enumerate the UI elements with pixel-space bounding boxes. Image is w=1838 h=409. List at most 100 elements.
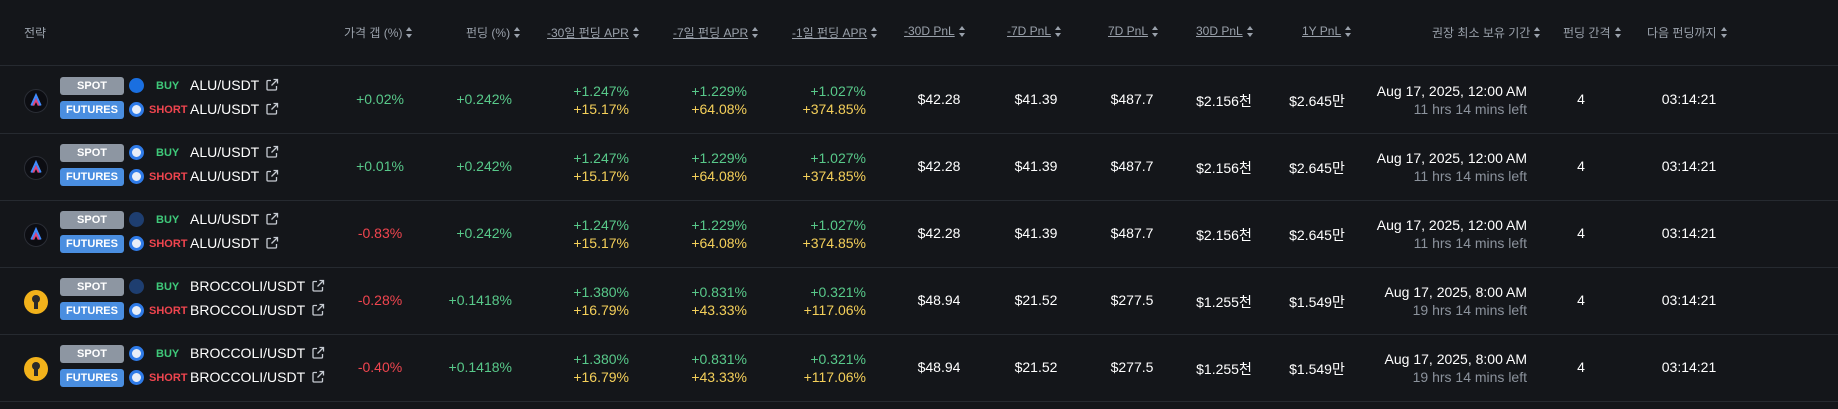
apr-1d-secondary: +117.06%	[803, 369, 866, 385]
futures-pair[interactable]: BROCCOLI/USDT	[190, 369, 325, 385]
apr-30d-value: +1.247% +15.17%	[573, 149, 629, 185]
apr-1d-value: +1.027% +374.85%	[803, 149, 866, 185]
hold-date: Aug 17, 2025, 8:00 AM	[1384, 351, 1527, 367]
table-row[interactable]: SPOT FUTURES BUY SHORT ALU/USDT ALU/USDT…	[0, 67, 1838, 134]
pnl-7d-past-value: $41.39	[1014, 225, 1058, 241]
buy-label: BUY	[156, 214, 180, 226]
sort-icon	[1246, 25, 1254, 37]
futures-badge: FUTURES	[60, 235, 124, 253]
hold-remaining: 11 hrs 14 mins left	[1413, 168, 1527, 184]
apr-1d-value: +0.321% +117.06%	[804, 283, 866, 319]
external-link-icon[interactable]	[265, 102, 279, 116]
apr-7d-secondary: +64.08%	[691, 235, 747, 251]
apr-1d-value: +0.321% +117.06%	[804, 350, 866, 386]
header-pnl-30d-past[interactable]: -30D PnL	[904, 24, 966, 38]
apr-7d-value: +0.831% +43.33%	[691, 283, 747, 319]
table-row[interactable]: SPOT FUTURES BUY SHORT ALU/USDT ALU/USDT…	[0, 134, 1838, 201]
table-row[interactable]: SPOT FUTURES BUY SHORT ALU/USDT ALU/USDT…	[0, 201, 1838, 268]
header-apr-30d[interactable]: -30일 펀딩 APR	[547, 24, 640, 41]
spot-pair[interactable]: BROCCOLI/USDT	[190, 278, 325, 294]
header-strategy: 전략	[24, 26, 47, 40]
funding-value: +0.242%	[456, 225, 512, 241]
external-link-icon[interactable]	[311, 346, 325, 360]
spot-pair[interactable]: ALU/USDT	[190, 77, 279, 93]
header-apr-1d[interactable]: -1일 펀딩 APR	[792, 24, 878, 41]
header-min-hold[interactable]: 권장 최소 보유 기간	[1432, 24, 1541, 41]
pnl-30d-value: $2.156천	[1196, 227, 1252, 243]
pnl-30d-past-value: $42.28	[917, 91, 961, 107]
spot-badge: SPOT	[60, 345, 124, 363]
external-link-icon[interactable]	[311, 370, 325, 384]
header-apr-7d[interactable]: -7일 펀딩 APR	[673, 24, 759, 41]
short-label: SHORT	[149, 305, 188, 317]
external-link-icon[interactable]	[311, 303, 325, 317]
futures-badge: FUTURES	[60, 302, 124, 320]
pnl-7d-past-value: $21.52	[1014, 292, 1058, 308]
apr-7d-value: +1.229% +64.08%	[691, 82, 747, 118]
header-pnl-7d[interactable]: 7D PnL	[1108, 24, 1159, 38]
next-funding-value: 03:14:21	[1661, 292, 1717, 308]
header-interval[interactable]: 펀딩 간격	[1563, 24, 1622, 41]
apr-7d-secondary: +43.33%	[691, 302, 747, 318]
spot-pair[interactable]: BROCCOLI/USDT	[190, 345, 325, 361]
futures-pair[interactable]: ALU/USDT	[190, 101, 279, 117]
apr-30d-primary: +1.247%	[573, 83, 629, 99]
pnl-30d-past-value: $42.28	[917, 225, 961, 241]
pnl-30d-value: $2.156천	[1196, 93, 1252, 109]
spot-pair[interactable]: ALU/USDT	[190, 144, 279, 160]
sort-icon	[871, 27, 878, 38]
price-gap-value: +0.01%	[356, 158, 404, 174]
external-link-icon[interactable]	[311, 279, 325, 293]
interval-value: 4	[1577, 359, 1585, 375]
apr-7d-primary: +1.229%	[691, 83, 747, 99]
pnl-1y-value: $1.549만	[1289, 361, 1345, 377]
interval-value: 4	[1577, 158, 1585, 174]
pnl-30d-past-value: $42.28	[917, 158, 961, 174]
broccoli-logo-icon	[24, 357, 48, 381]
table-row[interactable]: SPOT FUTURES BUY SHORT BROCCOLI/USDT BRO…	[0, 335, 1838, 402]
funding-value: +0.1418%	[448, 359, 512, 375]
apr-30d-secondary: +16.79%	[573, 369, 629, 385]
spot-pair[interactable]: ALU/USDT	[190, 211, 279, 227]
external-link-icon[interactable]	[265, 145, 279, 159]
apr-1d-primary: +1.027%	[810, 217, 866, 233]
header-price-gap[interactable]: 가격 갭 (%)	[344, 24, 413, 41]
hold-date: Aug 17, 2025, 12:00 AM	[1376, 150, 1527, 166]
pnl-30d-past-value: $48.94	[917, 292, 961, 308]
futures-pair[interactable]: ALU/USDT	[190, 168, 279, 184]
min-hold-value: Aug 17, 2025, 12:00 AM 11 hrs 14 mins lef…	[1377, 216, 1527, 252]
futures-pair[interactable]: ALU/USDT	[190, 235, 279, 251]
apr-7d-value: +1.229% +64.08%	[691, 216, 747, 252]
futures-pair[interactable]: BROCCOLI/USDT	[190, 302, 325, 318]
pnl-1y-value: $1.549만	[1289, 294, 1345, 310]
apr-1d-secondary: +117.06%	[803, 302, 866, 318]
flame-exchange-icon	[129, 78, 144, 93]
broccoli-logo-icon	[24, 290, 48, 314]
apr-7d-value: +0.831% +43.33%	[691, 350, 747, 386]
buy-label: BUY	[156, 348, 180, 360]
table-row[interactable]: SPOT FUTURES BUY SHORT BROCCOLI/USDT BRO…	[0, 268, 1838, 335]
header-pnl-1y[interactable]: 1Y PnL	[1302, 24, 1352, 38]
pnl-30d-value: $1.255천	[1196, 294, 1252, 310]
apr-7d-secondary: +64.08%	[691, 101, 747, 117]
hold-remaining: 19 hrs 14 mins left	[1412, 302, 1527, 318]
header-next-funding[interactable]: 다음 펀딩까지	[1647, 24, 1728, 41]
external-link-icon[interactable]	[265, 78, 279, 92]
pnl-30d-value: $2.156천	[1196, 160, 1252, 176]
swirl-exchange-icon	[129, 236, 144, 251]
hold-remaining: 11 hrs 14 mins left	[1413, 235, 1527, 251]
header-funding[interactable]: 펀딩 (%)	[466, 24, 521, 41]
futures-pair-label: ALU/USDT	[190, 168, 260, 184]
min-hold-value: Aug 17, 2025, 8:00 AM 19 hrs 14 mins left	[1385, 350, 1527, 386]
external-link-icon[interactable]	[265, 169, 279, 183]
sort-icon	[1345, 25, 1352, 37]
header-pnl-7d-past[interactable]: -7D PnL	[1007, 24, 1062, 38]
apr-7d-primary: +0.831%	[691, 284, 747, 300]
futures-badge: FUTURES	[60, 369, 124, 387]
header-pnl-30d[interactable]: 30D PnL	[1196, 24, 1254, 38]
apr-30d-primary: +1.380%	[573, 351, 629, 367]
external-link-icon[interactable]	[265, 212, 279, 226]
swirl-exchange-icon	[129, 145, 144, 160]
external-link-icon[interactable]	[265, 236, 279, 250]
apr-30d-secondary: +15.17%	[573, 168, 629, 184]
